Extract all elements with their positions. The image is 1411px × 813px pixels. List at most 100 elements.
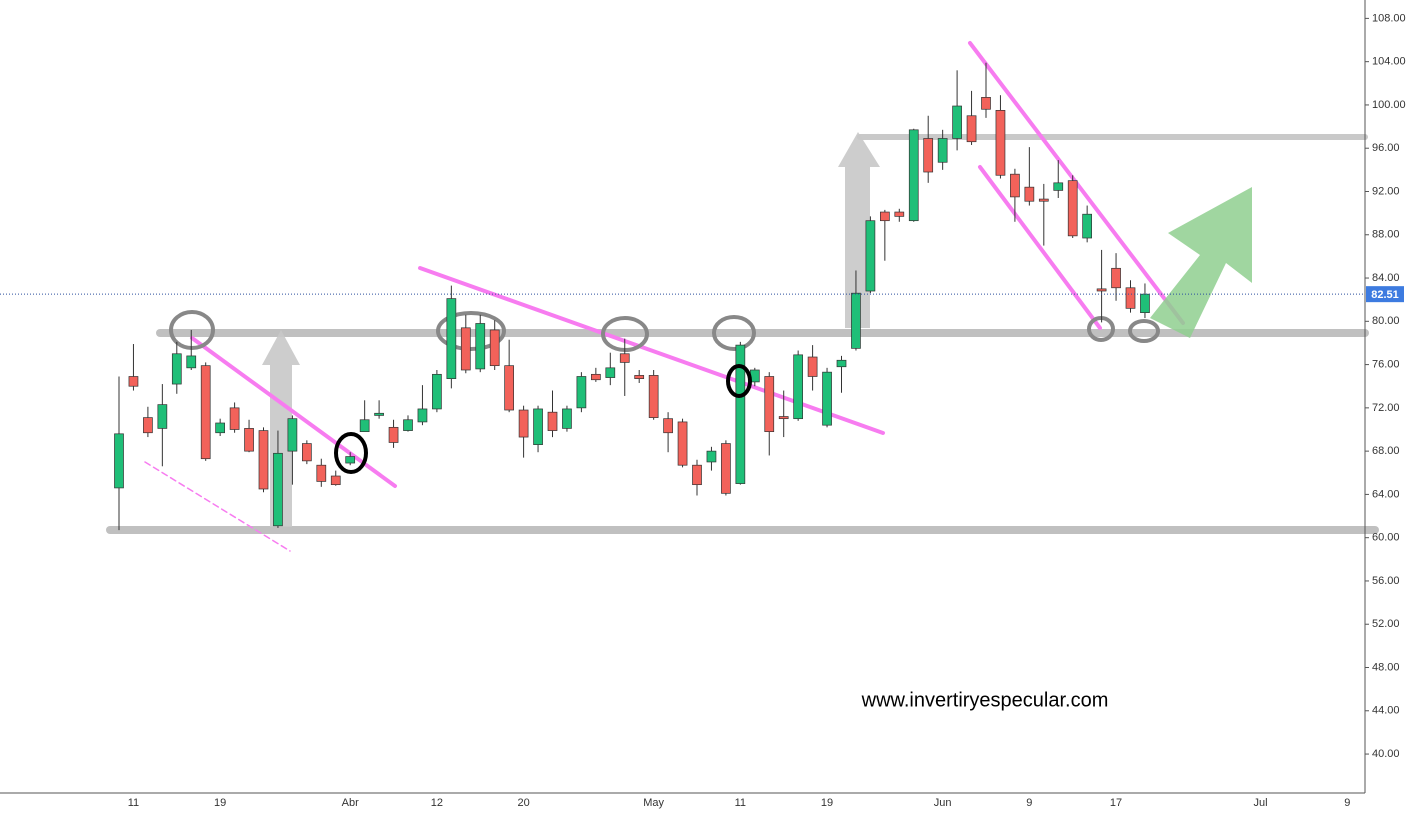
candle-body <box>114 433 124 489</box>
candle-body <box>504 365 514 411</box>
candle-body <box>677 421 688 466</box>
candle-body <box>244 428 254 452</box>
candle-body <box>851 292 861 349</box>
candle-body <box>894 211 905 217</box>
candle-body <box>186 355 197 369</box>
y-tick-label: 56.00 <box>1372 575 1400 587</box>
black-marker <box>334 432 368 474</box>
x-tick-label: Jun <box>934 797 952 809</box>
x-tick-label: Jul <box>1254 797 1268 809</box>
y-tick-label: 68.00 <box>1372 445 1400 457</box>
last-price-box <box>1366 286 1404 303</box>
trend-line <box>144 461 291 552</box>
candle-body <box>143 417 153 434</box>
y-tick-label: 84.00 <box>1372 272 1400 284</box>
y-tick-label: 76.00 <box>1372 358 1400 370</box>
candle-body <box>345 456 356 464</box>
y-tick-label: 100.00 <box>1372 99 1406 111</box>
candle-body <box>1082 213 1093 239</box>
candle-body <box>489 329 500 367</box>
candle-body <box>374 412 384 416</box>
candle-body <box>764 376 775 433</box>
drawings <box>106 41 1379 552</box>
candle-body <box>273 452 283 527</box>
x-tick-label: Abr <box>342 797 359 809</box>
candle-body <box>1096 288 1107 292</box>
trend-line <box>190 336 397 488</box>
candle-body <box>475 323 486 370</box>
candle-body <box>316 464 327 482</box>
candle-body <box>171 353 182 385</box>
trend-line <box>418 266 885 435</box>
candle-body <box>229 407 240 430</box>
candle-body <box>981 97 991 110</box>
candle-body <box>995 109 1006 176</box>
y-tick-label: 60.00 <box>1372 532 1400 544</box>
candle-body <box>388 426 399 443</box>
candle-body <box>648 375 659 418</box>
x-tick-label: May <box>643 797 664 809</box>
candle-body <box>721 443 731 494</box>
candle-body <box>128 376 139 387</box>
candle-body <box>157 404 168 429</box>
y-tick-label: 96.00 <box>1372 142 1400 154</box>
candle-body <box>1024 186 1035 202</box>
candle-body <box>576 376 587 409</box>
y-tick-label: 44.00 <box>1372 705 1400 717</box>
candle-body <box>330 475 341 486</box>
x-tick-label: 19 <box>214 797 226 809</box>
candle-body <box>460 327 471 371</box>
y-tick-label: 108.00 <box>1372 12 1406 24</box>
candle-body <box>533 408 543 445</box>
watermark: www.invertiryespecular.com <box>861 689 1109 711</box>
candle-body <box>1125 287 1136 309</box>
trend-line <box>978 165 1102 330</box>
last-price-label: 82.51 <box>1371 289 1399 301</box>
green-arrow <box>1150 187 1252 338</box>
candle-body <box>518 409 529 438</box>
candle-body <box>879 211 890 222</box>
candle-body <box>403 419 413 431</box>
overlay <box>334 364 752 474</box>
candle-body <box>778 416 789 420</box>
candle-body <box>908 129 919 222</box>
x-tick-label: 11 <box>735 797 746 809</box>
up-arrow <box>262 330 300 527</box>
candle-body <box>605 367 616 378</box>
candle-body <box>1067 180 1078 237</box>
candle-body <box>937 138 948 163</box>
x-tick-label: 9 <box>1026 797 1032 809</box>
candles <box>114 62 1150 531</box>
candle-body <box>215 422 225 434</box>
candle-body <box>735 344 746 484</box>
candle-body <box>807 356 818 377</box>
candle-body <box>590 373 601 381</box>
candle-body <box>634 375 645 379</box>
candle-body <box>200 365 211 460</box>
candle-body <box>417 408 428 423</box>
candle-body <box>1111 267 1121 289</box>
circle-marker <box>436 311 506 351</box>
candle-body <box>663 418 673 434</box>
circle-marker <box>712 315 756 351</box>
y-tick-label: 92.00 <box>1372 185 1400 197</box>
candle-body <box>923 138 934 173</box>
y-tick-label: 48.00 <box>1372 661 1400 673</box>
x-tick-label: 19 <box>821 797 833 809</box>
y-tick-label: 72.00 <box>1372 402 1400 414</box>
y-tick-label: 40.00 <box>1372 748 1400 760</box>
candle-body <box>359 419 370 433</box>
candle-body <box>822 371 832 426</box>
candle-body <box>952 105 962 139</box>
candle-body <box>1010 173 1020 198</box>
circle-marker <box>1128 319 1160 343</box>
candle-body <box>619 353 630 363</box>
candle-body <box>1140 293 1150 314</box>
candle-body <box>1053 182 1064 191</box>
x-tick-label: 20 <box>517 797 529 809</box>
candle-body <box>287 418 298 452</box>
candle-body <box>836 359 847 368</box>
candle-body <box>793 354 804 420</box>
